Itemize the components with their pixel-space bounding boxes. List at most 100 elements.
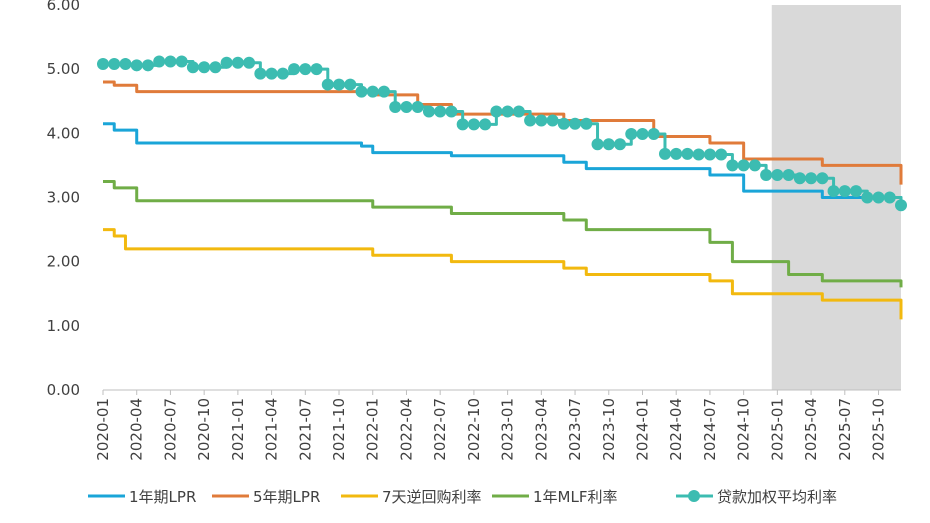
- data-point: [333, 78, 346, 91]
- legend-label: 1年期LPR: [129, 488, 196, 506]
- data-point: [771, 169, 784, 182]
- x-tick-label: 2022-07: [431, 398, 449, 461]
- data-point: [288, 63, 301, 76]
- data-point: [400, 101, 413, 114]
- data-point: [670, 147, 683, 160]
- legend-label: 7天逆回购利率: [382, 488, 482, 506]
- x-tick-label: 2021-01: [229, 398, 247, 461]
- x-tick-label: 2023-10: [600, 398, 618, 461]
- data-point: [591, 138, 604, 151]
- data-point: [793, 172, 806, 185]
- legend-label: 1年MLF利率: [533, 488, 617, 506]
- data-point: [850, 185, 863, 198]
- y-tick-label: 5.00: [47, 60, 80, 78]
- data-point: [647, 127, 660, 140]
- x-tick-label: 2020-01: [94, 398, 112, 461]
- data-point: [816, 172, 829, 185]
- data-point: [130, 59, 143, 72]
- data-point: [760, 169, 773, 182]
- data-point: [97, 58, 109, 71]
- data-point: [220, 56, 233, 69]
- data-point: [805, 172, 818, 185]
- x-tick-label: 2024-04: [667, 398, 685, 461]
- data-point: [569, 117, 582, 130]
- data-point: [535, 114, 548, 127]
- series-line: [103, 80, 903, 185]
- data-point: [602, 138, 615, 151]
- x-tick-label: 2022-10: [465, 398, 483, 461]
- y-tick-label: 0.00: [47, 381, 80, 399]
- data-point: [479, 118, 492, 131]
- data-point: [422, 105, 435, 118]
- x-axis: 2020-01 2020-04 2020-07 2020-10 2021-01 2021-…: [94, 389, 901, 461]
- data-point: [445, 105, 458, 118]
- legend-marker: [688, 490, 700, 502]
- x-tick-label: 2022-01: [364, 398, 382, 461]
- y-tick-label: 6.00: [47, 0, 80, 14]
- series-line: [103, 228, 903, 320]
- data-point: [310, 63, 323, 76]
- data-point: [434, 105, 447, 118]
- data-point: [141, 59, 154, 72]
- data-point: [175, 55, 188, 68]
- data-point: [355, 85, 368, 98]
- data-point: [153, 55, 166, 68]
- data-point: [872, 191, 885, 204]
- x-tick-label: 2025-07: [836, 398, 854, 461]
- x-tick-label: 2024-07: [701, 398, 719, 461]
- data-point: [377, 85, 390, 98]
- data-point: [276, 67, 289, 80]
- legend: 1年期LPR 5年期LPR 7天逆回购利率 1年MLF利率 贷款加权平均利率: [88, 488, 837, 506]
- data-point: [614, 138, 627, 151]
- data-point: [782, 169, 795, 182]
- data-point: [546, 114, 559, 127]
- data-point: [658, 147, 671, 160]
- x-tick-label: 2021-04: [263, 398, 281, 461]
- data-point: [198, 61, 211, 74]
- series-line: [103, 122, 903, 204]
- x-tick-label: 2025-04: [802, 398, 820, 461]
- data-point: [344, 78, 357, 91]
- data-point: [231, 56, 244, 69]
- x-tick-label: 2020-07: [161, 398, 179, 461]
- y-tick-label: 2.00: [47, 253, 80, 271]
- data-point: [726, 159, 739, 172]
- legend-label: 贷款加权平均利率: [717, 488, 837, 506]
- data-point: [321, 78, 334, 91]
- y-tick-label: 1.00: [47, 317, 80, 335]
- data-point: [703, 148, 716, 161]
- plot-series: [97, 55, 907, 320]
- x-tick-label: 2023-07: [566, 398, 584, 461]
- data-point: [895, 199, 907, 212]
- data-point: [692, 148, 705, 161]
- data-point: [827, 185, 840, 198]
- data-point: [490, 105, 503, 118]
- data-point: [108, 58, 121, 71]
- data-point: [681, 147, 694, 160]
- y-axis: 0.00 1.00 2.00 3.00 4.00 5.00 6.00: [47, 0, 80, 399]
- data-point: [524, 114, 537, 127]
- x-tick-label: 2023-01: [499, 398, 517, 461]
- data-point: [715, 148, 728, 161]
- data-point: [209, 61, 222, 74]
- data-point: [456, 118, 469, 131]
- x-tick-label: 2024-10: [735, 398, 753, 461]
- x-tick-label: 2023-04: [532, 398, 550, 461]
- data-point: [366, 85, 379, 98]
- series-line: [103, 179, 903, 288]
- data-point: [838, 185, 851, 198]
- data-point: [625, 127, 638, 140]
- data-point: [389, 101, 402, 114]
- data-point: [557, 117, 570, 130]
- data-point: [186, 61, 199, 74]
- x-tick-label: 2021-07: [296, 398, 314, 461]
- data-point: [501, 105, 514, 118]
- data-point: [164, 55, 177, 68]
- data-point: [861, 191, 874, 204]
- x-tick-label: 2020-10: [195, 398, 213, 461]
- data-point: [512, 105, 525, 118]
- data-point: [580, 117, 593, 130]
- x-tick-label: 2020-04: [128, 398, 146, 461]
- data-point: [265, 67, 278, 80]
- x-tick-label: 2024-01: [633, 398, 651, 461]
